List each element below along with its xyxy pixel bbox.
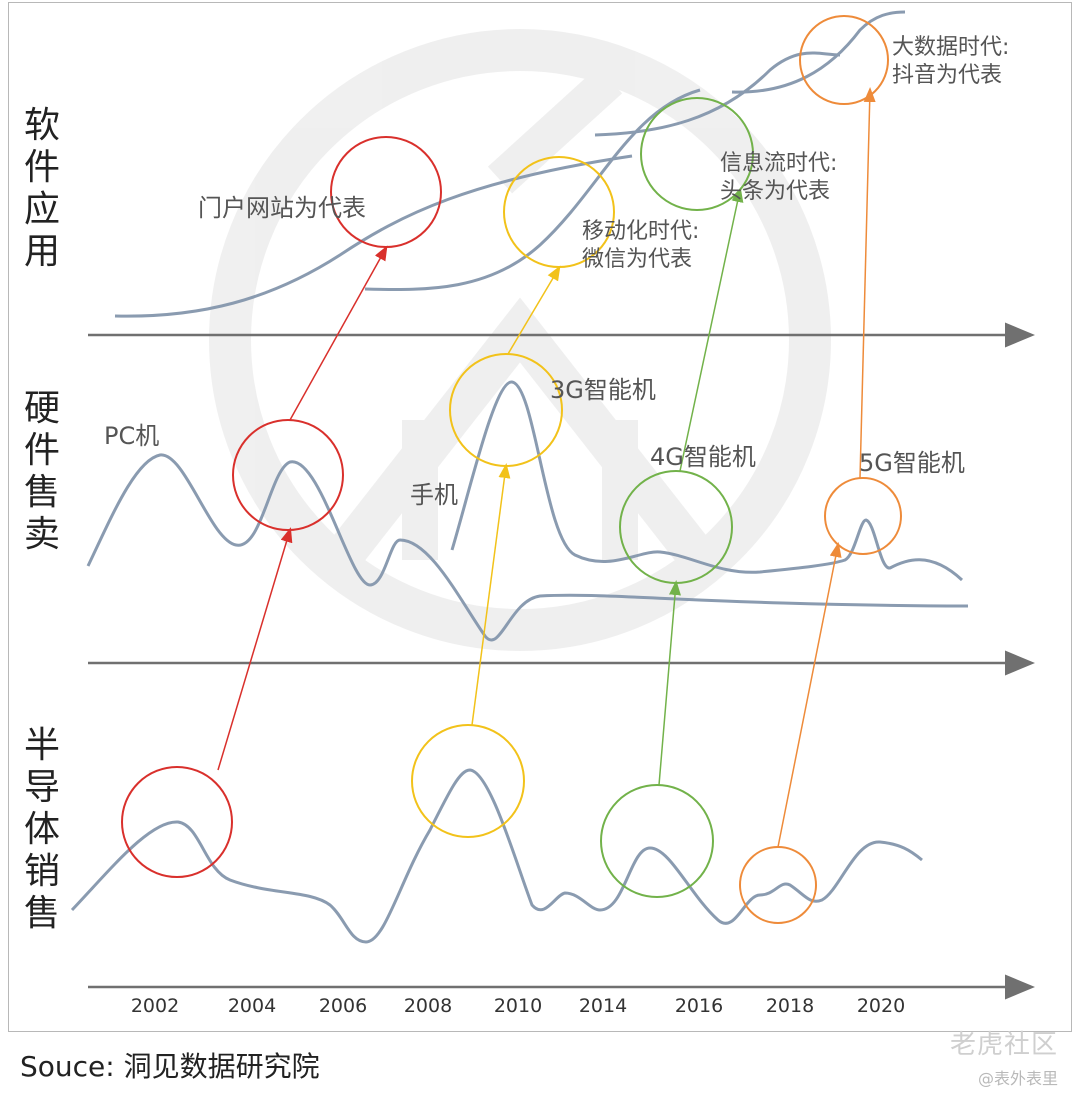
year-label: 2020: [856, 995, 906, 1017]
circle-portal: [330, 136, 442, 248]
annot-5g: 5G智能机: [859, 449, 965, 477]
software-curve-feed: [594, 51, 841, 137]
annot-feed-line1: 信息流时代:: [720, 151, 838, 176]
year-label: 2010: [493, 995, 543, 1017]
circle-semi-3: [600, 784, 714, 898]
annot-feed-line2: 头条为代表: [720, 179, 831, 204]
software-curve-mobile: [364, 88, 701, 292]
annot-pc: PC机: [104, 422, 160, 450]
annot-mobile-line1: 移动化时代:: [582, 219, 700, 244]
annot-3g: 3G智能机: [550, 376, 656, 404]
annot-phone: 手机: [410, 481, 458, 509]
circle-5g: [824, 477, 902, 555]
hardware-curve-phone: [450, 380, 964, 582]
arrow-red-1: [217, 527, 293, 771]
arrow-yellow-2: [507, 265, 561, 355]
arrow-orange-1: [777, 542, 842, 848]
arrow-yellow-1: [471, 463, 511, 726]
circle-semi-4: [739, 846, 817, 924]
year-label: 2002: [130, 995, 180, 1017]
watermark-text: [135, 715, 895, 840]
lane-label-hardware: 硬件售卖: [23, 388, 60, 555]
circle-feed: [640, 97, 754, 211]
arrow-green-2: [679, 187, 744, 472]
year-label: 2014: [578, 995, 628, 1017]
year-label: 2004: [227, 995, 277, 1017]
watermark-logo: [209, 29, 831, 651]
software-curve-bigdata: [731, 10, 906, 94]
arrow-green-1: [658, 580, 681, 786]
hardware-curve-pc: [86, 453, 969, 642]
annot-mobile-line2: 微信为代表: [582, 247, 693, 272]
diagram-frame: [8, 2, 1072, 1032]
annot-bigdata-line1: 大数据时代:: [892, 35, 1010, 60]
annot-portal: 门户网站为代表: [198, 194, 366, 222]
year-label: 2018: [765, 995, 815, 1017]
year-label: 2008: [403, 995, 453, 1017]
annot-4g: 4G智能机: [650, 443, 756, 471]
lane-label-software: 软件应用: [23, 105, 60, 272]
annot-bigdata-line2: 抖音为代表: [892, 63, 1003, 88]
handle-watermark: @表外表里: [977, 1069, 1058, 1088]
community-watermark: 老虎社区: [949, 1030, 1058, 1060]
year-label: 2016: [674, 995, 724, 1017]
semi-curve: [70, 768, 923, 944]
circle-semi-2: [411, 724, 525, 838]
arrow-red-2: [289, 245, 388, 421]
circle-bigdata: [799, 15, 889, 105]
arrow-orange-2: [859, 87, 876, 479]
corner-watermark: 老虎社区 @表外表里: [950, 1024, 1058, 1089]
software-curve-portal: [114, 154, 633, 318]
source-caption: Souce: 洞见数据研究院: [20, 1050, 320, 1083]
lane-label-semi: 半导体销售: [23, 725, 60, 934]
circle-semi-1: [121, 766, 233, 878]
year-label: 2006: [318, 995, 368, 1017]
